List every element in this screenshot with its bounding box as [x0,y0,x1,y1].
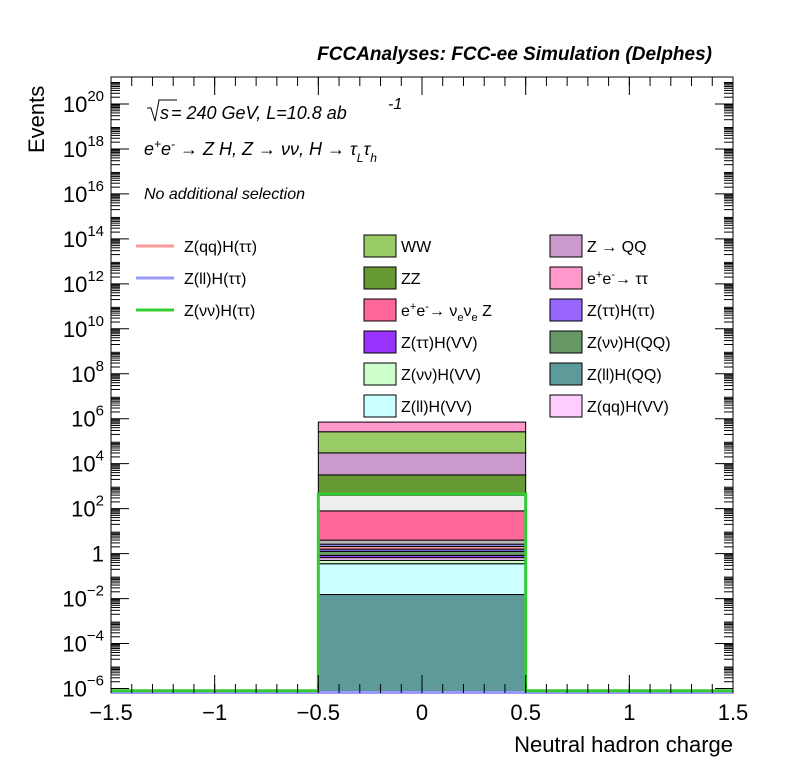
x-axis-title: Neutral hadron charge [514,732,733,757]
y-axis-title: Events [24,86,49,153]
y-tick-label-3: 1 [92,542,104,567]
x-axis: −1.5 −1 −0.5 0 0.5 1 1.5 [89,77,748,725]
info-line3: No additional selection [144,186,305,203]
legend-label-col2-4: Z(νν)H(VV) [401,367,481,384]
legend-label-col3-4: Z(ll)H(QQ) [587,367,662,384]
legend-label-col1-1: Z(ll)H(ττ) [184,271,246,288]
legend-label-col2-2: e+e-→ νeνe Z [401,301,492,324]
y-tick-label-4: 102 [71,493,104,522]
y-tick-label-6: 106 [71,403,104,432]
legend-label-col1-0: Z(qq)H(ττ) [184,239,257,256]
info-sqrt-s: s [160,103,169,123]
legend-label-col3-5: Z(qq)H(VV) [587,399,669,416]
info-line-1: s = 240 GeV, L=10.8 ab -1 [147,96,402,123]
x-tick-label-2: −0.5 [297,700,340,725]
info-line1-text: = 240 GeV, L=10.8 ab [171,103,347,123]
x-tick-label-5: 1 [623,700,635,725]
legend-label-col3-1: e+e-→ ττ [587,269,649,288]
y-tick-label-11: 1016 [63,178,104,207]
legend-box-col2-5 [363,394,397,418]
x-tick-label-0: −1.5 [89,700,132,725]
legend-box-col2-0 [363,234,397,258]
sqrt-bar [147,99,177,122]
stack-bar-14 [317,431,527,454]
stack-bar-5 [317,550,527,556]
stack-bar-12 [317,474,527,496]
y-tick-label-0: 10−6 [62,673,104,702]
legend-box-col2-3 [363,330,397,354]
y-tick-label-13: 1020 [63,88,104,117]
legend-label-col2-3: Z(ττ)H(VV) [401,335,478,352]
stack-bar-13 [317,452,527,476]
legend-label-col2-0: WW [401,239,432,256]
legend-box-col3-3 [549,330,583,354]
stack-bar-9 [317,539,527,545]
stack-bar-10 [317,510,527,541]
y-tick-label-8: 1010 [63,313,104,342]
y-tick-label-12: 1018 [63,133,104,162]
y-tick-label-1: 10−4 [62,628,104,657]
x-tick-label-6: 1.5 [718,700,749,725]
legend-box-col3-0 [549,234,583,258]
legend-box-col2-1 [363,266,397,290]
legend-label-col3-0: Z → QQ [587,239,647,256]
stack-bar-2 [317,559,527,565]
legend-box-col3-1 [549,266,583,290]
info-block: s = 240 GeV, L=10.8 ab -1 e+e- → Z H, Z … [144,96,402,203]
legend-box-col3-5 [549,394,583,418]
legend-label-col2-1: ZZ [401,271,421,288]
x-tick-label-4: 0.5 [510,700,541,725]
legend-box-col3-2 [549,298,583,322]
chart-header-title: FCCAnalyses: FCC-ee Simulation (Delphes) [317,44,712,65]
info-line-2: e+e- → Z H, Z → νν, H → τLτh [144,137,377,165]
stack-layer [317,421,527,694]
y-tick-label-5: 104 [71,448,104,477]
y-tick-label-2: 10−2 [62,583,104,612]
legend-label-col2-5: Z(ll)H(VV) [401,399,472,416]
signal-line-2 [111,492,733,693]
y-axis: 10−6 10−4 10−2 1 102 104 106 108 1010 1012 1014 101… [62,82,733,702]
info-line1-exp: -1 [388,96,402,113]
y-tick-label-9: 1012 [63,268,104,297]
stack-bar-1 [317,563,527,596]
legend: Z(qq)H(ττ) Z(ll)H(ττ) Z(νν)H(ττ) WW ZZ e+e-→ … [136,234,671,418]
legend-box-col2-4 [363,362,397,386]
x-tick-label-1: −1 [202,700,227,725]
x-tick-label-3: 0 [416,700,428,725]
stack-bar-11 [317,494,527,512]
info-line2: e+e- → Z H, Z → νν, H → τLτh [144,137,377,165]
y-tick-label-7: 108 [71,358,104,387]
y-tick-label-10: 1014 [63,223,104,252]
legend-label-col3-2: Z(ττ)H(ττ) [587,303,655,320]
legend-box-col3-4 [549,362,583,386]
stack-bar-15 [317,421,527,433]
legend-label-col3-3: Z(νν)H(QQ) [587,335,671,352]
legend-box-col2-2 [363,298,397,322]
legend-label-col1-2: Z(νν)H(ττ) [184,303,255,320]
